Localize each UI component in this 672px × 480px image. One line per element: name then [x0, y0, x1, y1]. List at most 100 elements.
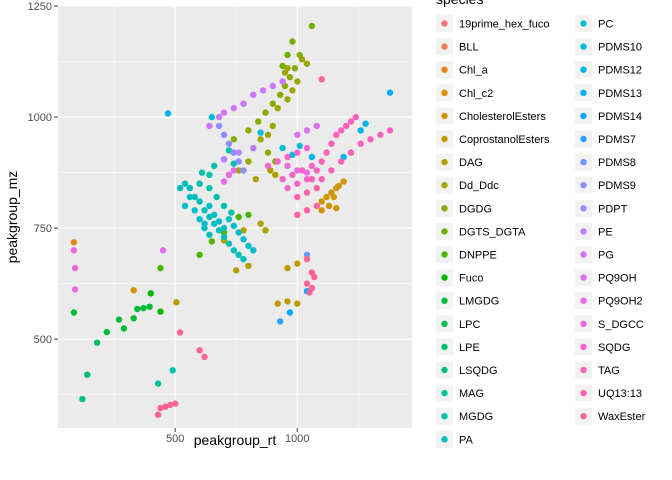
legend-key-point: [441, 436, 448, 443]
data-point: [313, 167, 320, 174]
legend-label: MAG: [459, 388, 484, 400]
data-point: [233, 267, 240, 274]
x-tick-label: 500: [166, 433, 184, 445]
legend-label: PQ9OH: [598, 273, 637, 285]
data-point: [103, 328, 111, 336]
legend-key-point: [580, 366, 587, 374]
data-point: [157, 308, 164, 315]
data-point: [235, 229, 242, 236]
data-point: [157, 404, 164, 412]
data-point: [318, 207, 325, 214]
data-point: [294, 78, 301, 85]
data-point: [357, 127, 364, 134]
data-point: [269, 122, 276, 130]
data-point: [154, 380, 162, 387]
data-point: [220, 109, 228, 116]
data-point: [196, 251, 203, 258]
data-point: [154, 411, 162, 418]
data-point: [235, 149, 242, 156]
y-axis-ticks: 500 750 1000 1250: [28, 1, 58, 346]
data-point: [230, 105, 237, 112]
data-point: [362, 120, 369, 127]
legend-key-point: [580, 413, 587, 420]
data-point: [196, 347, 203, 354]
legend-label: PE: [598, 226, 613, 238]
data-point: [277, 91, 284, 99]
y-tick-label: 500: [34, 334, 52, 346]
data-point: [257, 129, 264, 136]
data-point: [167, 401, 174, 409]
data-point: [245, 127, 252, 134]
data-point: [245, 211, 252, 218]
data-point: [303, 176, 311, 183]
data-points: [70, 22, 394, 418]
data-point: [296, 51, 303, 59]
legend-key-point: [580, 182, 587, 189]
data-point: [284, 51, 291, 59]
legend-label: Chl_a: [459, 65, 489, 77]
data-point: [206, 231, 213, 238]
data-point: [70, 239, 78, 246]
data-point: [323, 149, 330, 156]
legend-label: DNPPE: [459, 250, 497, 262]
legend-label: CoprostanolEsters: [459, 134, 550, 146]
data-point: [259, 87, 267, 94]
x-axis-ticks: 500 1000: [166, 428, 309, 445]
data-point: [228, 209, 235, 216]
data-point: [70, 309, 78, 316]
data-point: [313, 202, 320, 210]
data-point: [215, 113, 223, 121]
data-point: [186, 184, 193, 192]
data-point: [289, 87, 296, 94]
data-point: [338, 158, 345, 165]
data-point: [71, 286, 79, 293]
legend-label: PDMS9: [598, 180, 636, 192]
data-point: [84, 371, 91, 378]
legend-label: PG: [598, 250, 614, 262]
data-point: [191, 193, 198, 201]
legend-label: Fuco: [459, 273, 483, 285]
data-point: [318, 76, 325, 83]
data-point: [277, 318, 284, 325]
legend-key-point: [441, 205, 448, 212]
data-point: [333, 131, 340, 138]
data-point: [250, 144, 257, 152]
data-point: [284, 298, 291, 305]
legend-key-point: [580, 66, 587, 73]
data-point: [206, 122, 213, 130]
data-point: [215, 227, 223, 234]
data-point: [257, 136, 264, 143]
data-point: [294, 149, 301, 156]
data-point: [220, 131, 228, 138]
x-tick-label: 1000: [285, 433, 309, 445]
data-point: [240, 256, 247, 263]
data-point: [328, 167, 335, 174]
data-point: [235, 251, 242, 258]
legend-label: LSQDG: [459, 365, 498, 377]
data-point: [294, 260, 301, 267]
legend-label: PDPT: [598, 203, 628, 215]
data-point: [146, 303, 153, 310]
data-point: [252, 176, 259, 183]
legend-key-point: [580, 343, 587, 351]
data-point: [289, 38, 296, 45]
legend-key-point: [580, 89, 587, 97]
data-point: [176, 329, 184, 336]
legend-label: S_DGCC: [598, 319, 644, 331]
data-point: [274, 105, 281, 112]
data-point: [225, 140, 233, 147]
data-point: [303, 280, 311, 287]
data-point: [130, 287, 137, 294]
data-point: [303, 256, 311, 263]
data-point: [245, 158, 252, 165]
data-point: [230, 149, 237, 156]
data-point: [347, 149, 355, 156]
data-point: [303, 144, 311, 152]
data-point: [318, 176, 325, 183]
data-point: [79, 395, 86, 403]
data-point: [230, 247, 237, 254]
data-point: [70, 247, 78, 254]
data-point: [196, 216, 203, 223]
data-point: [206, 184, 213, 192]
data-point: [140, 304, 147, 312]
